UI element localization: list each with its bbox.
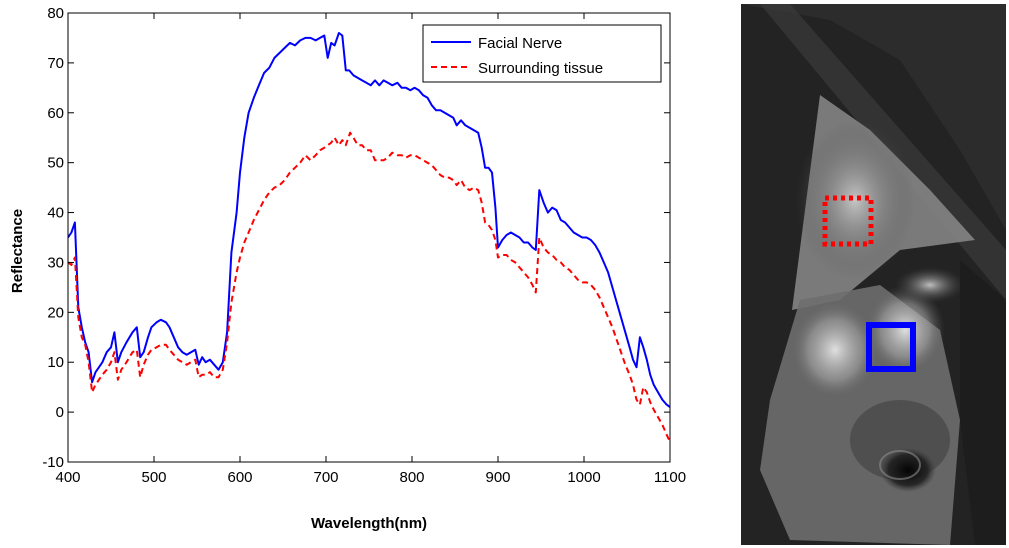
legend-box bbox=[422, 24, 662, 83]
y-tick-label: 0 bbox=[56, 404, 64, 421]
photo-bright-region-left bbox=[790, 300, 880, 400]
x-tick-label: 600 bbox=[227, 469, 252, 486]
x-tick-label: 1100 bbox=[654, 469, 686, 486]
legend: Facial Nerve Surrounding tissue bbox=[422, 24, 662, 83]
x-tick-label: 800 bbox=[399, 469, 424, 486]
x-tick-label: 700 bbox=[313, 469, 338, 486]
x-tick-label: 400 bbox=[55, 469, 80, 486]
photo-upper-highlight bbox=[795, 120, 915, 280]
facial-nerve-roi-marker bbox=[866, 322, 916, 372]
photo-glint bbox=[895, 267, 965, 303]
reflectance-chart: 400 500 600 700 800 900 1000 1100 -10 0 10 20 30 40 5… bbox=[9, 5, 686, 532]
y-tick-labels: -10 0 10 20 30 40 50 60 70 80 bbox=[42, 5, 64, 471]
x-tick-labels: 400 500 600 700 800 900 1000 1100 bbox=[55, 469, 686, 486]
y-tick-label: 50 bbox=[47, 155, 64, 172]
y-tick-label: 40 bbox=[47, 205, 64, 222]
x-tick-label: 500 bbox=[141, 469, 166, 486]
x-tick-label: 1000 bbox=[567, 469, 600, 486]
x-axis-title: Wavelength(nm) bbox=[311, 515, 427, 532]
y-tick-label: 70 bbox=[47, 55, 64, 72]
axes-box bbox=[67, 12, 671, 463]
y-tick-label: -10 bbox=[42, 454, 64, 471]
surgical-field-photo bbox=[741, 4, 1006, 545]
photo-cavity-rim bbox=[879, 450, 921, 480]
surrounding-tissue-roi-marker bbox=[822, 195, 874, 247]
y-tick-label: 80 bbox=[47, 5, 64, 22]
legend-label-facial-nerve: Facial Nerve bbox=[478, 35, 562, 52]
plot-area bbox=[68, 13, 670, 462]
photo-upper-shadow bbox=[741, 4, 1006, 230]
y-tick-label: 10 bbox=[47, 354, 64, 371]
y-tick-label: 60 bbox=[47, 105, 64, 122]
photo-dark-cavity bbox=[880, 448, 936, 492]
photo-right-shadow bbox=[960, 260, 1006, 545]
y-tick-label: 20 bbox=[47, 304, 64, 321]
series-layer bbox=[68, 32, 670, 443]
y-axis-title: Reflectance bbox=[9, 209, 26, 293]
y-tick-label: 30 bbox=[47, 254, 64, 271]
x-tick-label: 900 bbox=[485, 469, 510, 486]
photo-bright-region-right bbox=[865, 285, 945, 375]
legend-label-surrounding-tissue: Surrounding tissue bbox=[478, 60, 603, 77]
series-line-facial-nerve bbox=[68, 32, 670, 408]
ticks-layer bbox=[67, 12, 671, 463]
